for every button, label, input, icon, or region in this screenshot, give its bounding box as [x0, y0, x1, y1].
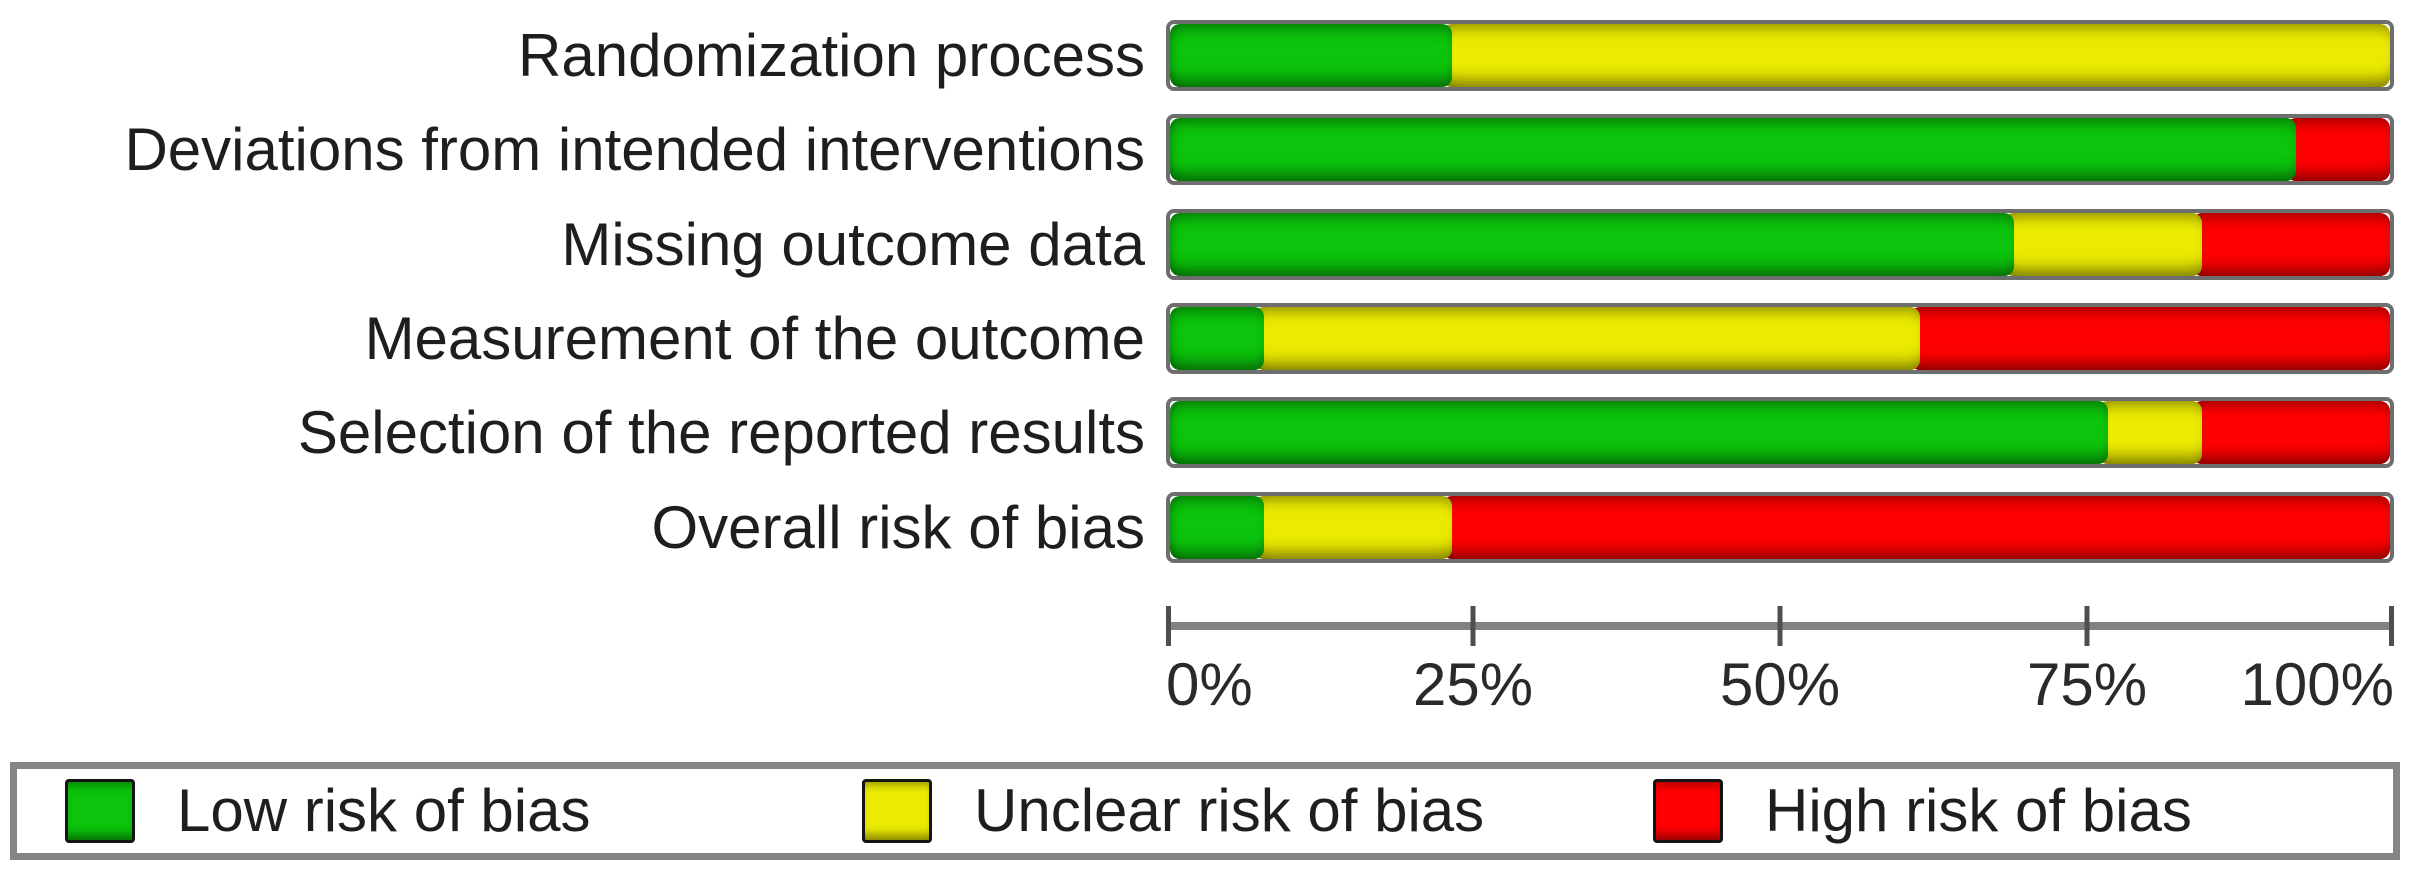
row-label: Deviations from intended interventions	[124, 116, 1145, 183]
bar-segment-high-risk	[1910, 307, 2390, 370]
legend-label-low-risk: Low risk of bias	[177, 777, 591, 844]
bar-row: Deviations from intended interventions	[0, 114, 2409, 185]
stacked-bar	[1166, 114, 2394, 185]
bar-segment-high-risk	[2286, 118, 2390, 181]
axis-tick-label: 50%	[1719, 651, 1841, 718]
bar-segment-high-risk	[2192, 213, 2390, 276]
stacked-bar	[1166, 397, 2394, 468]
axis-tick-label: 75%	[2026, 651, 2148, 718]
stacked-bar	[1166, 492, 2394, 563]
axis-tick	[1470, 606, 1476, 646]
bar-segment-unclear-risk	[1253, 496, 1452, 559]
legend-item-high-risk: High risk of bias	[1653, 769, 2192, 853]
bar-segment-low-risk	[1170, 213, 2015, 276]
row-label: Missing outcome data	[561, 211, 1145, 278]
stacked-bar	[1166, 20, 2394, 91]
bar-row: Missing outcome data	[0, 209, 2409, 280]
x-axis: 0% 25% 50% 75% 100%	[1166, 588, 2394, 728]
axis-tick	[2389, 606, 2394, 646]
bar-row: Selection of the reported results	[0, 397, 2409, 468]
bar-segment-unclear-risk	[1441, 24, 2390, 87]
bar-row: Overall risk of bias	[0, 492, 2409, 563]
legend-swatch-high-risk-icon	[1653, 779, 1723, 843]
bar-row: Randomization process	[0, 20, 2409, 91]
stacked-bar	[1166, 303, 2394, 374]
row-label: Randomization process	[518, 22, 1145, 89]
legend-label-high-risk: High risk of bias	[1765, 777, 2192, 844]
legend: Low risk of bias Unclear risk of bias Hi…	[10, 762, 2400, 860]
axis-tick-label: 100%	[2240, 651, 2394, 718]
bar-segment-high-risk	[2192, 401, 2390, 464]
bar-segment-low-risk	[1170, 118, 2297, 181]
legend-item-low-risk: Low risk of bias	[65, 769, 591, 853]
legend-swatch-low-risk-icon	[65, 779, 135, 843]
bar-segment-low-risk	[1170, 401, 2109, 464]
bar-segment-high-risk	[1441, 496, 2390, 559]
bar-segment-unclear-risk	[2098, 401, 2203, 464]
legend-label-unclear-risk: Unclear risk of bias	[974, 777, 1485, 844]
axis-tick	[1166, 606, 1171, 646]
bar-segment-low-risk	[1170, 24, 1452, 87]
row-label: Overall risk of bias	[651, 494, 1145, 561]
bar-segment-low-risk	[1170, 307, 1264, 370]
row-label: Measurement of the outcome	[364, 305, 1145, 372]
bar-segment-unclear-risk	[2004, 213, 2203, 276]
stacked-bar	[1166, 209, 2394, 280]
legend-swatch-unclear-risk-icon	[862, 779, 932, 843]
bar-row: Measurement of the outcome	[0, 303, 2409, 374]
bar-segment-low-risk	[1170, 496, 1264, 559]
bar-rows: Randomization process Deviations from int…	[0, 20, 2409, 586]
bar-segment-unclear-risk	[1253, 307, 1921, 370]
axis-tick-label: 25%	[1412, 651, 1534, 718]
axis-tick-label: 0%	[1166, 651, 1253, 718]
axis-tick	[1777, 606, 1783, 646]
row-label: Selection of the reported results	[297, 399, 1145, 466]
axis-tick	[2084, 606, 2090, 646]
legend-item-unclear-risk: Unclear risk of bias	[862, 769, 1484, 853]
